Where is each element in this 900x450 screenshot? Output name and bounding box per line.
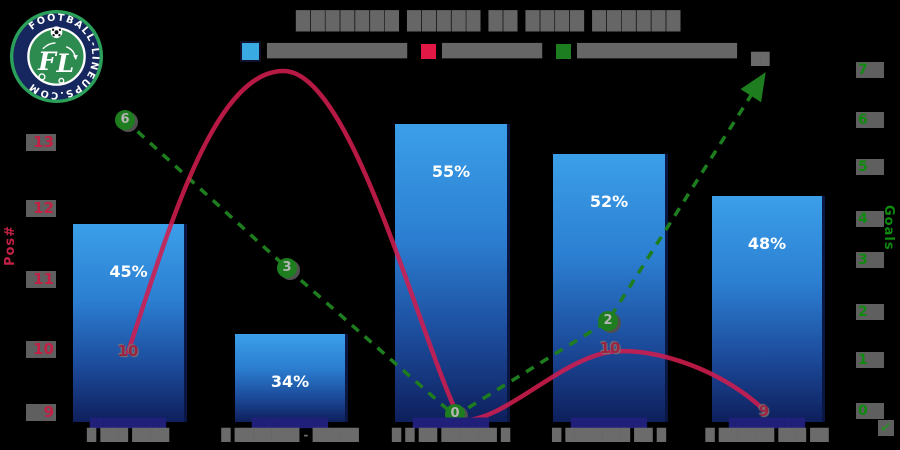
x-axis-label-match-3: ███████████ █ █ ██ ██████ █ <box>371 420 531 442</box>
bar-match-3: 55% <box>395 124 510 422</box>
right-axis-tick-7: 7 <box>856 62 884 78</box>
x-label-row2: █ ███████ - █████ <box>221 428 359 442</box>
red-line-label-1: 10 <box>117 342 139 360</box>
x-label-row1: ███████████ <box>251 419 329 429</box>
left-axis-tick-12: 12 <box>26 200 56 217</box>
left-axis-tick-11: 11 <box>26 271 56 288</box>
right-axis-tick-1: 1 <box>856 352 884 368</box>
bar-match-1: 45% <box>73 224 187 422</box>
legend-swatch-red <box>420 44 436 59</box>
legend-item-green-line: ████████████████ <box>555 44 737 59</box>
x-axis-label-match-2: ███████████ █ ███████ - █████ <box>210 420 370 442</box>
right-axis-tick-3: 3 <box>856 252 884 268</box>
green-dashed-line <box>123 72 766 419</box>
x-label-row1: ███████████ <box>728 419 806 429</box>
right-axis-tick-0: 0 <box>856 403 884 419</box>
x-axis-label-match-1: ███████████ █ ███ ████ <box>48 420 208 442</box>
legend-swatch-green <box>555 44 571 59</box>
bar-match-2: 34% <box>235 334 348 422</box>
legend-label-red-line: ██████████ <box>441 44 542 59</box>
legend: ██████████████ ██████████ ██████████████… <box>240 41 737 62</box>
legend-item-bars: ██████████████ <box>240 41 407 62</box>
left-axis-tick-10: 10 <box>26 341 56 358</box>
legend-label-green-line: ████████████████ <box>576 44 737 59</box>
green-line-label-2: 3 <box>277 258 297 278</box>
x-label-row1: ███████████ <box>570 419 648 429</box>
red-spline-line <box>125 68 769 423</box>
green-line-label-3: 0 <box>445 404 465 424</box>
right-axis-tick-2: 2 <box>856 304 884 320</box>
bar-value-label: 55% <box>431 162 471 181</box>
x-label-row2: █ ███████ ██ █ <box>551 428 667 442</box>
legend-item-red-line: ██████████ <box>420 44 542 59</box>
logo-letter-l: L <box>56 48 75 78</box>
football-lineups-logo-icon: FOOTBALL-LINEUPS.COM F L <box>9 9 104 104</box>
bar-match-4: 52% <box>553 154 668 422</box>
green-line-label-4: 2 <box>598 311 618 331</box>
bar-value-label: 45% <box>109 262 148 281</box>
x-axis-end-check-icon: ✔ <box>878 420 894 436</box>
left-axis-tick-9: 9 <box>26 404 56 421</box>
x-axis-label-match-5: ███████████ █ ██████ ███ ██ <box>687 420 847 442</box>
left-axis-title: Pos# <box>3 224 19 267</box>
bar-value-label: 48% <box>747 234 787 253</box>
green-line-label-5-redacted: ██ <box>751 52 770 66</box>
bar-value-label: 52% <box>589 192 629 211</box>
right-axis-tick-4: 4 <box>856 211 884 227</box>
x-label-row2: █ ██████ ███ ██ <box>705 428 829 442</box>
legend-label-bars: ██████████████ <box>267 44 407 59</box>
x-label-row1: ███████████ <box>89 419 167 429</box>
x-label-row1: ███████████ <box>412 419 490 429</box>
x-axis-label-match-4: ███████████ █ ███████ ██ █ <box>529 420 689 442</box>
x-label-row2: █ ███ ████ <box>86 428 170 442</box>
x-label-row2: █ █ ██ ██████ █ <box>391 428 511 442</box>
green-line-label-1: 6 <box>115 110 135 130</box>
red-line-label-4: 10 <box>599 339 621 357</box>
right-axis-tick-6: 6 <box>856 112 884 128</box>
logo-letter-f: F <box>37 46 58 76</box>
left-axis-tick-13: 13 <box>26 134 56 151</box>
legend-swatch-blue <box>240 41 261 62</box>
football-lineups-logo[interactable]: FOOTBALL-LINEUPS.COM F L <box>8 8 105 109</box>
right-axis-tick-5: 5 <box>856 159 884 175</box>
red-line-label-5: 9 <box>758 402 770 420</box>
chart-title: ███████ █████ ██ ████ ██████ <box>296 11 682 32</box>
right-axis-title: Goals <box>881 205 896 251</box>
bar-value-label: 34% <box>270 372 310 391</box>
